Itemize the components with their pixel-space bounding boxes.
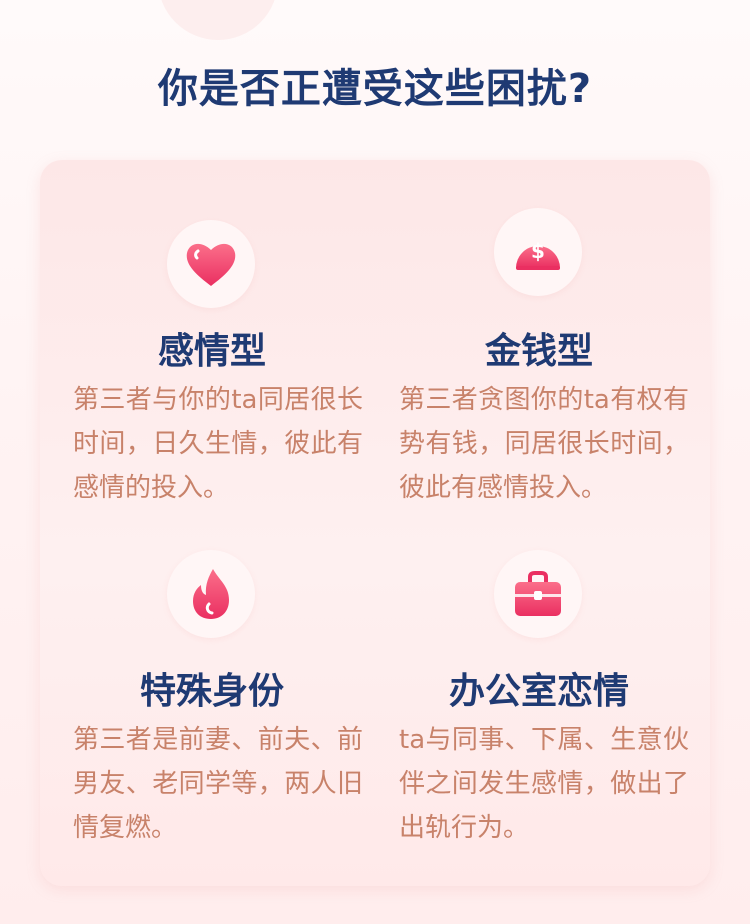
money-icon-circle: $ <box>494 208 582 296</box>
money-icon: $ <box>516 239 560 270</box>
item-desc-special-identity: 第三者是前妻、前夫、前男友、老同学等，两人旧情复燃。 <box>73 725 363 843</box>
item-desc-emotional: 第三者与你的ta同居很长时间，日久生情，彼此有感情的投入。 <box>73 385 363 503</box>
briefcase-icon-circle <box>494 550 582 638</box>
flame-icon <box>193 569 229 619</box>
item-title-special-identity: 特殊身份 <box>139 671 284 712</box>
item-title-emotional: 感情型 <box>157 331 266 372</box>
svg-text:$: $ <box>531 239 545 263</box>
item-title-money: 金钱型 <box>484 331 593 372</box>
top-decoration-circle <box>158 0 278 40</box>
item-title-office-romance: 办公室恋情 <box>448 671 629 712</box>
briefcase-icon <box>515 571 561 616</box>
heart-icon <box>186 243 236 286</box>
page-title: 你是否正遭受这些困扰? <box>157 66 593 112</box>
heart-icon-circle <box>167 220 255 308</box>
problems-card: 感情型 第三者与你的ta同居很长时间，日久生情，彼此有感情的投入。 $ 金钱型 … <box>40 160 710 886</box>
item-desc-money: 第三者贪图你的ta有权有势有钱，同居很长时间，彼此有感情投入。 <box>399 385 689 503</box>
item-desc-office-romance: ta与同事、下属、生意伙伴之间发生感情，做出了出轨行为。 <box>399 725 689 843</box>
flame-icon-circle <box>167 550 255 638</box>
